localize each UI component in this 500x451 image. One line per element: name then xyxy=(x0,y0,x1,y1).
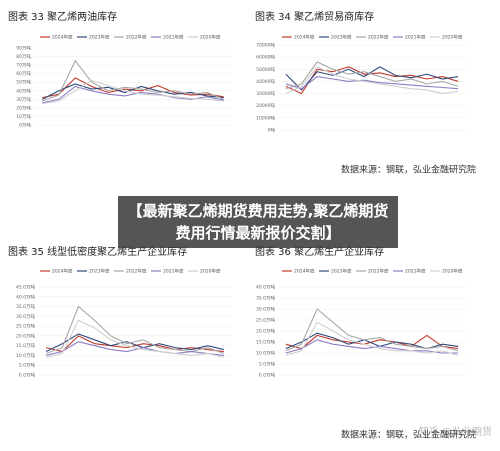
y-tick-label: 15.0万吨 xyxy=(256,339,276,346)
legend-label: 2022年度 xyxy=(368,34,389,41)
series-line xyxy=(285,75,459,90)
series-line xyxy=(285,66,459,95)
legend-label: 2023年度 xyxy=(89,268,110,275)
legend-label: 2023年度 xyxy=(89,34,110,41)
y-tick-label: 40万吨 xyxy=(16,87,31,94)
legend-label: 2022年度 xyxy=(126,34,147,41)
y-tick-label: 10万吨 xyxy=(16,113,31,120)
y-tick-label: 20万吨 xyxy=(16,104,31,111)
series-line xyxy=(285,334,459,350)
series-line xyxy=(45,305,225,355)
legend-label: 2021年度 xyxy=(405,34,426,41)
y-tick-label: 10.0万吨 xyxy=(256,350,276,357)
y-tick-label: 35.0万吨 xyxy=(256,295,276,302)
series-line xyxy=(285,339,459,354)
legend-label: 2020年度 xyxy=(442,34,463,41)
y-tick-label: 40.0万吨 xyxy=(16,293,36,300)
y-tick-label: 0万吨 xyxy=(19,122,31,129)
legend-label: 2021年度 xyxy=(405,268,426,275)
legend-label: 2020年度 xyxy=(200,268,221,275)
y-tick-label: 60万吨 xyxy=(16,70,31,77)
y-tick-label: 25.0万吨 xyxy=(256,317,276,324)
series-line xyxy=(45,341,224,356)
y-tick-label: 5.0万吨 xyxy=(259,361,276,368)
series-line xyxy=(285,321,459,356)
y-tick-label: 25.0万吨 xyxy=(16,323,36,330)
legend-label: 2020年度 xyxy=(200,34,221,41)
legend-label: 2024年度 xyxy=(294,34,315,41)
legend-label: 2024年度 xyxy=(294,268,315,275)
series-line xyxy=(285,308,459,352)
series-line xyxy=(41,83,224,100)
y-tick-label: 60000吨 xyxy=(256,54,275,61)
legend-label: 2021年度 xyxy=(163,34,184,41)
series-line xyxy=(45,333,225,353)
legend-label: 2023年度 xyxy=(331,34,352,41)
y-tick-label: 90万吨 xyxy=(16,45,31,52)
y-tick-label: 80万吨 xyxy=(16,53,31,60)
y-tick-label: 30万吨 xyxy=(16,96,31,103)
chart-title: 图表 34 聚乙烯贸易商库存 xyxy=(255,10,374,23)
y-tick-label: 15.0万吨 xyxy=(16,342,36,349)
y-tick-label: 70000吨 xyxy=(256,42,275,49)
y-tick-label: 40000吨 xyxy=(256,78,275,85)
y-tick-label: 20.0万吨 xyxy=(256,328,276,335)
series-line xyxy=(45,335,224,353)
watermark: 知乎 @弘业期货 xyxy=(419,425,492,438)
legend-label: 2024年度 xyxy=(52,268,73,275)
chart-title: 图表 35 线型低密度聚乙烯生产企业库存 xyxy=(8,245,187,258)
series-line xyxy=(285,66,459,95)
series-line xyxy=(42,79,224,105)
series-line xyxy=(285,61,459,90)
y-tick-label: 45.0万吨 xyxy=(16,284,36,291)
y-tick-label: 40.0万吨 xyxy=(256,284,276,291)
y-tick-label: 30.0万吨 xyxy=(16,313,36,320)
y-tick-label: 35.0万吨 xyxy=(16,303,36,310)
y-tick-label: 70万吨 xyxy=(16,62,31,69)
y-tick-label: 5.0万吨 xyxy=(19,362,36,369)
y-tick-label: 0.0万吨 xyxy=(19,372,36,379)
y-tick-label: 20.0万吨 xyxy=(16,332,36,339)
legend-label: 2021年度 xyxy=(163,268,184,275)
series-line xyxy=(42,59,224,102)
y-tick-label: 30000吨 xyxy=(256,90,275,97)
y-tick-label: 0.0万吨 xyxy=(259,372,276,379)
legend-label: 2022年度 xyxy=(126,268,147,275)
y-tick-label: 10.0万吨 xyxy=(16,352,36,359)
chart-title: 图表 36 聚乙烯生产企业库存 xyxy=(255,245,384,258)
legend-label: 2022年度 xyxy=(368,268,389,275)
y-tick-label: 0吨 xyxy=(268,127,276,134)
y-tick-label: 30.0万吨 xyxy=(256,306,276,313)
y-tick-label: 20000吨 xyxy=(256,102,275,109)
legend-label: 2024年度 xyxy=(52,34,73,41)
series-line xyxy=(285,66,459,91)
y-tick-label: 50000吨 xyxy=(256,66,275,73)
y-tick-label: 10000吨 xyxy=(256,114,275,121)
source-note: 数据来源：钢联，弘业金融研究院 xyxy=(341,429,476,441)
series-line xyxy=(45,319,225,358)
source-note: 数据来源：钢联，弘业金融研究院 xyxy=(341,164,476,176)
chart-title: 图表 33 聚乙烯两油库存 xyxy=(8,10,117,23)
y-tick-label: 50万吨 xyxy=(16,79,31,86)
legend-label: 2020年度 xyxy=(442,268,463,275)
legend-label: 2023年度 xyxy=(331,268,352,275)
banner: 【最新聚乙烯期货费用走势,聚乙烯期货费用行情最新报价交割】 xyxy=(118,196,398,248)
